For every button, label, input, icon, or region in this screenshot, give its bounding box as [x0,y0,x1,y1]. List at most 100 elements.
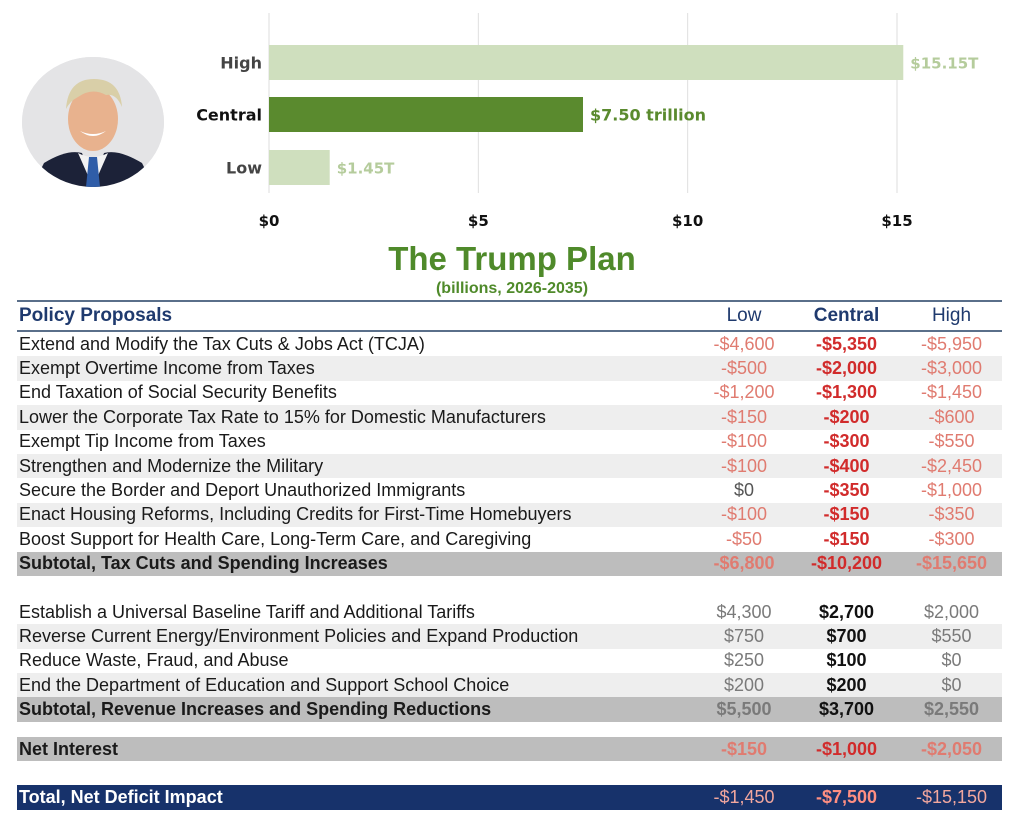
table-row: Exempt Overtime Income from Taxes -$500 -$… [17,356,1002,381]
subtotal-central: -$10,200 [810,553,883,574]
bar-central [269,97,583,132]
cell-high: -$600 [928,406,975,427]
cell-label: Lower the Corporate Tax Rate to 15% for … [19,406,546,427]
cell-central: $100 [826,650,867,671]
table-header: Policy Proposals Low Central High [17,300,1002,332]
cell-high: $0 [941,650,962,671]
x-tick-label: $0 [259,212,280,230]
subtotal-row-tax-cuts: Subtotal, Tax Cuts and Spending Increase… [17,551,1002,576]
table-row: Establish a Universal Baseline Tariff an… [17,600,1002,624]
cell-label: End the Department of Education and Supp… [19,674,510,695]
cell-high: -$2,450 [920,455,983,476]
value-label: $1.45T [337,160,395,178]
cell-high: -$550 [928,431,975,452]
subtotal-label: Subtotal, Revenue Increases and Spending… [19,699,492,720]
cell-central: $700 [826,625,867,646]
header-low: Low [726,305,762,326]
net-interest-row: Net Interest -$150 -$1,000 -$2,050 [17,736,1002,762]
cell-label: End Taxation of Social Security Benefits [19,382,337,403]
cell-low: -$4,600 [713,333,775,354]
total-central: -$7,500 [815,786,878,807]
cell-low: -$1,200 [713,382,775,403]
cell-label: Enact Housing Reforms, Including Credits… [19,504,572,525]
cell-high: $550 [931,625,972,646]
total-high: -$15,150 [915,786,988,807]
cell-low: -$50 [725,528,763,549]
portrait-illustration [22,57,164,187]
cell-central: -$5,350 [815,333,878,354]
policy-table: Policy Proposals Low Central High Extend… [17,300,1002,810]
table-row: End Taxation of Social Security Benefits… [17,381,1002,405]
cell-low: $0 [733,480,755,501]
cell-central: -$400 [823,455,870,476]
subtotal-high: -$15,650 [915,553,988,574]
section-tax-cuts: Extend and Modify the Tax Cuts & Jobs Ac… [17,332,1002,552]
cell-central: -$1,300 [815,382,878,403]
cell-low: $4,300 [716,601,772,622]
table-row: Strengthen and Modernize the Military -$1… [17,453,1002,479]
net-interest-low: -$150 [720,738,768,759]
header-policy-proposals: Policy Proposals [19,305,173,326]
cell-central: -$150 [823,504,870,525]
cell-central: $2,700 [818,601,875,622]
subtotal-central: $3,700 [818,699,875,720]
cell-high: -$5,950 [920,333,983,354]
cell-central: -$150 [823,528,870,549]
cell-label: Establish a Universal Baseline Tariff an… [19,601,475,622]
cell-low: -$100 [720,431,768,452]
net-interest-label: Net Interest [19,738,119,759]
cell-central: $200 [826,674,867,695]
total-label: Total, Net Deficit Impact [19,786,223,807]
net-interest-central: -$1,000 [815,738,878,759]
x-tick-label: $10 [672,212,703,230]
cell-label: Exempt Tip Income from Taxes [19,431,266,452]
table-row: Reduce Waste, Fraud, and Abuse $250 $100 $0 [17,649,1002,673]
header-central: Central [813,305,880,326]
subtotal-low: $5,500 [716,699,772,720]
cell-low: -$150 [720,406,768,427]
value-label: $15.15T [910,55,979,73]
table-row: Exempt Tip Income from Taxes -$100 -$300 -$… [17,430,1002,454]
subtotal-low: -$6,800 [713,553,775,574]
table-row: Extend and Modify the Tax Cuts & Jobs Ac… [17,332,1002,356]
bar-high [269,45,904,80]
subtotal-high: $2,550 [923,699,980,720]
table-row: Secure the Border and Deport Unauthorize… [17,478,1002,502]
cell-low: -$100 [720,504,768,525]
cell-low: $200 [723,674,765,695]
bar-low [269,150,330,185]
cell-low: $750 [723,625,765,646]
table-row: Enact Housing Reforms, Including Credits… [17,502,1002,528]
cell-high: -$3,000 [920,358,983,379]
cell-label: Extend and Modify the Tax Cuts & Jobs Ac… [19,333,425,354]
chart-title: The Trump Plan [388,240,636,277]
total-row: Total, Net Deficit Impact -$1,450 -$7,50… [17,785,1002,810]
cell-high: -$1,450 [920,382,983,403]
portrait-photo-icon [22,57,164,187]
subtotal-label: Subtotal, Tax Cuts and Spending Increase… [19,553,388,574]
cell-label: Exempt Overtime Income from Taxes [19,358,315,379]
cell-central: -$300 [823,431,870,452]
cell-label: Strengthen and Modernize the Military [19,455,324,476]
cell-label: Reduce Waste, Fraud, and Abuse [19,650,289,671]
category-label: Low [226,159,262,178]
net-interest-high: -$2,050 [920,738,983,759]
header-high: High [931,305,972,326]
category-label: Central [196,106,262,125]
cell-high: -$300 [928,528,975,549]
table-row: Boost Support for Health Care, Long-Term… [17,527,1002,551]
table-row: Reverse Current Energy/Environment Polic… [17,624,1002,649]
cell-high: -$350 [928,504,975,525]
cell-high: $0 [941,674,962,695]
cell-label: Secure the Border and Deport Unauthorize… [19,480,466,501]
cell-low: -$500 [720,358,768,379]
table-row: Lower the Corporate Tax Rate to 15% for … [17,405,1002,430]
cell-central: -$2,000 [815,358,878,379]
bar-chart: High Central Low $15.15T $7.50 trillion $1.4… [196,13,979,230]
chart-subtitle: (billions, 2026-2035) [435,280,589,297]
cell-central: -$200 [823,406,870,427]
total-low: -$1,450 [713,786,775,807]
cell-high: -$1,000 [920,480,983,501]
value-label: $7.50 trillion [590,106,706,125]
cell-high: $2,000 [923,601,980,622]
